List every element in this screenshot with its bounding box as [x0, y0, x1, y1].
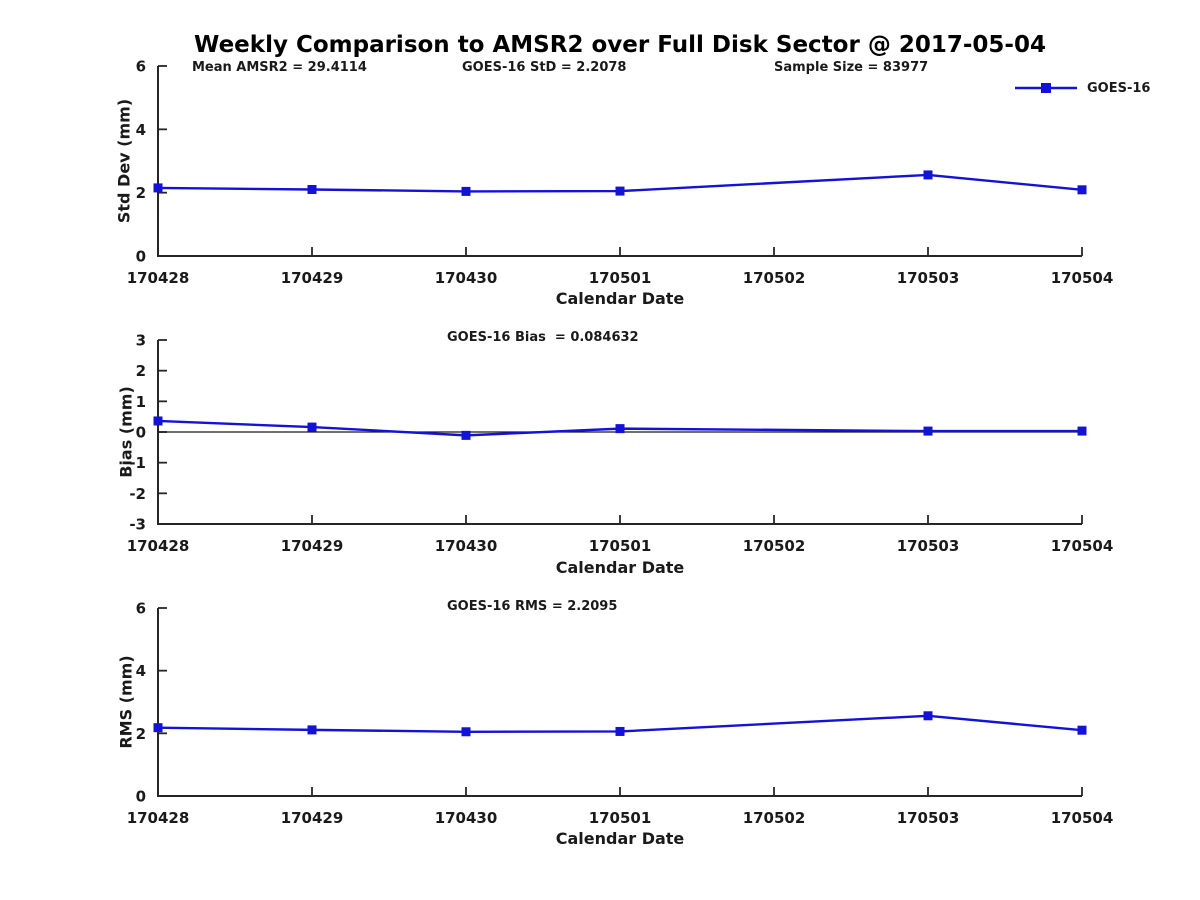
series-marker — [461, 430, 471, 440]
y-tick-label: 6 — [136, 600, 146, 618]
series-line — [157, 419, 1082, 437]
series-marker — [307, 422, 317, 432]
ylabel-std-dev: Std Dev (mm) — [114, 98, 134, 224]
annotation-sample-size: Sample Size = 83977 — [774, 60, 929, 75]
y-tick-label: 0 — [136, 424, 146, 442]
series-marker — [1077, 725, 1087, 735]
x-tick-label: 170502 — [743, 269, 806, 287]
annotation-goes16-std: GOES-16 StD = 2.2078 — [462, 60, 627, 75]
x-tick-label: 170430 — [435, 537, 498, 555]
y-tick-label: 3 — [136, 332, 146, 350]
x-tick-label: 170501 — [589, 809, 652, 827]
y-tick-label: 0 — [136, 248, 146, 266]
legend-goes16: GOES-16 — [1014, 78, 1150, 98]
xlabel-calendar-date-3: Calendar Date — [555, 829, 685, 848]
series-marker — [461, 186, 471, 196]
x-tick-label: 170429 — [281, 537, 344, 555]
axis-line — [157, 66, 1082, 257]
y-tick-label: -3 — [129, 516, 146, 534]
legend-line-marker-icon — [1015, 83, 1077, 93]
series-marker — [923, 711, 933, 721]
x-tick-label: 170504 — [1051, 809, 1114, 827]
x-tick-label: 170503 — [897, 269, 960, 287]
series-marker — [615, 726, 625, 736]
axis-line — [157, 608, 1082, 797]
y-tick-label: 4 — [136, 662, 146, 680]
x-tick-label: 170501 — [589, 537, 652, 555]
figure-title: Weekly Comparison to AMSR2 over Full Dis… — [194, 32, 1046, 58]
series-marker — [923, 426, 933, 436]
xlabel-calendar-date-1: Calendar Date — [555, 289, 685, 308]
series-marker — [615, 186, 625, 196]
series-marker — [615, 424, 625, 434]
annotation-goes16-rms: GOES-16 RMS = 2.2095 — [447, 599, 618, 614]
series-marker — [923, 170, 933, 180]
series-line — [157, 173, 1083, 193]
ylabel-rms: RMS (mm) — [116, 655, 136, 749]
x-tick-label: 170428 — [127, 537, 190, 555]
x-tick-label: 170501 — [589, 269, 652, 287]
series-marker — [461, 727, 471, 737]
x-tick-label: 170430 — [435, 269, 498, 287]
y-tick-label: 2 — [136, 362, 146, 380]
x-tick-label: 170502 — [743, 537, 806, 555]
y-tick-label: 1 — [136, 393, 146, 411]
ylabel-bias: Bias (mm) — [116, 386, 136, 478]
x-tick-label: 170502 — [743, 809, 806, 827]
x-tick-label: 170503 — [897, 809, 960, 827]
series-marker — [153, 416, 163, 426]
y-tick-label: -1 — [129, 454, 146, 472]
y-tick-label: 2 — [136, 184, 146, 202]
annotation-goes16-bias: GOES-16 Bias = 0.084632 — [447, 330, 639, 345]
x-tick-label: 170430 — [435, 809, 498, 827]
x-tick-label: 170503 — [897, 537, 960, 555]
series-line — [157, 714, 1083, 733]
y-tick-label: 2 — [136, 725, 146, 743]
y-tick-label: 0 — [136, 788, 146, 806]
x-tick-label: 170429 — [281, 809, 344, 827]
series-marker — [1077, 185, 1087, 195]
series-marker — [307, 725, 317, 735]
y-tick-label: 6 — [136, 58, 146, 76]
x-tick-label: 170428 — [127, 809, 190, 827]
series-marker — [1077, 426, 1087, 436]
x-tick-label: 170504 — [1051, 537, 1114, 555]
x-tick-label: 170428 — [127, 269, 190, 287]
series-marker — [153, 723, 163, 733]
y-tick-label: -2 — [129, 485, 146, 503]
annotation-mean-amsr2: Mean AMSR2 = 29.4114 — [192, 60, 367, 75]
x-tick-label: 170504 — [1051, 269, 1114, 287]
series-marker — [153, 183, 163, 193]
y-tick-label: 4 — [136, 121, 146, 139]
series-marker — [307, 185, 317, 194]
legend-label: GOES-16 — [1087, 80, 1151, 96]
x-tick-label: 170429 — [281, 269, 344, 287]
xlabel-calendar-date-2: Calendar Date — [555, 558, 685, 577]
